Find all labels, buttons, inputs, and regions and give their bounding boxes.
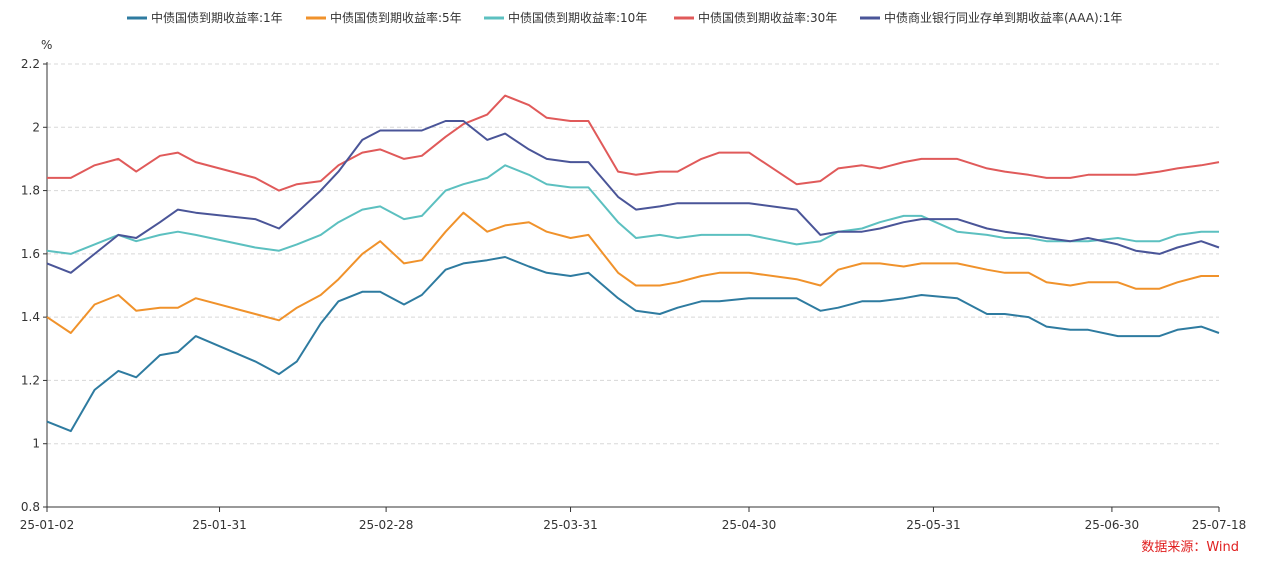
series-line xyxy=(46,211,1219,334)
y-axis-unit-label: % xyxy=(41,38,52,52)
data-source-label: 数据来源：Wind xyxy=(1141,540,1239,555)
y-axis-ticks: 0.8 1 1.2 1.4 1.6 1.8 2 2.2 xyxy=(21,57,48,514)
legend-label: 中债国债到期收益率:10年 xyxy=(508,10,647,25)
legend: 中债国债到期收益率:1年 中债国债到期收益率:5年 中债国债到期收益率:10年 中债国… xyxy=(127,10,1122,25)
y-tick-label: 1.4 xyxy=(21,310,40,324)
x-tick-label: 25-01-02 xyxy=(20,518,74,532)
series-line xyxy=(46,120,1220,274)
y-tick-label: 0.8 xyxy=(21,500,40,514)
y-tick-label: 1.2 xyxy=(21,373,40,387)
y-tick-label: 1.6 xyxy=(21,247,40,261)
x-tick-label: 25-07-18 xyxy=(1192,518,1246,532)
y-tick-label: 2 xyxy=(32,120,40,134)
y-tick-label: 2.2 xyxy=(21,57,40,71)
series-line xyxy=(46,256,1220,433)
x-tick-label: 25-01-31 xyxy=(192,518,246,532)
legend-label: 中债国债到期收益率:30年 xyxy=(698,10,837,25)
x-tick-label: 25-02-28 xyxy=(359,518,413,532)
x-tick-label: 25-04-30 xyxy=(722,518,776,532)
legend-label: 中债国债到期收益率:5年 xyxy=(330,10,462,25)
series-line xyxy=(46,164,1219,255)
series-line xyxy=(47,94,1220,192)
x-axis: 25-01-02 25-01-31 25-02-28 25-03-31 25-04-30… xyxy=(20,506,1246,532)
series-lines xyxy=(46,94,1220,433)
legend-label: 中债商业银行同业存单到期收益率(AAA):1年 xyxy=(884,10,1122,25)
x-tick-label: 25-05-31 xyxy=(906,518,960,532)
legend-label: 中债国债到期收益率:1年 xyxy=(151,10,283,25)
x-tick-label: 25-06-30 xyxy=(1085,518,1139,532)
x-tick-label: 25-03-31 xyxy=(543,518,597,532)
gridlines xyxy=(47,63,1219,445)
y-tick-label: 1.8 xyxy=(21,184,40,198)
y-tick-label: 1 xyxy=(32,437,40,451)
